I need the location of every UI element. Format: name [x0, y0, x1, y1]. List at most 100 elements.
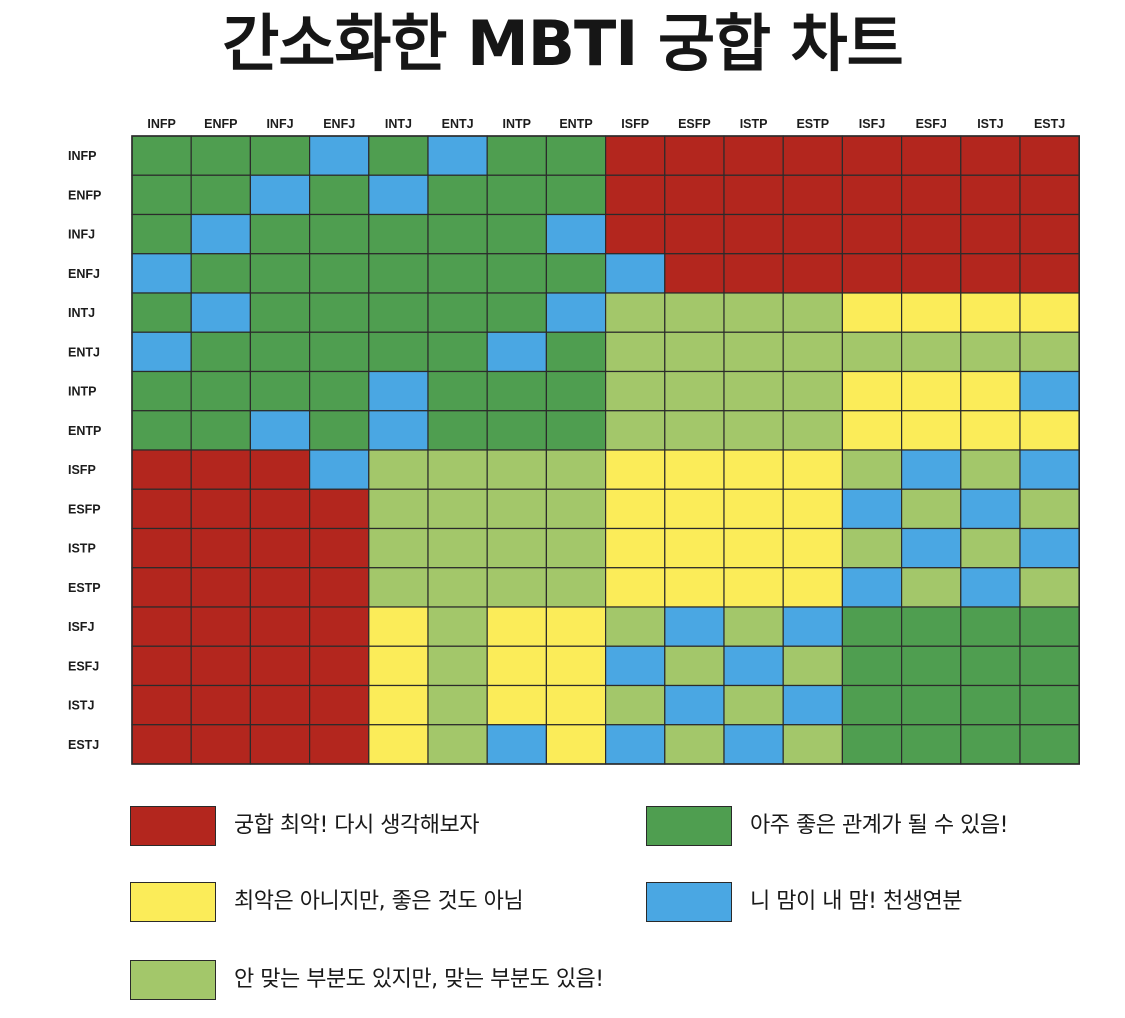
heatmap-cell-infj-enfj: [309, 213, 370, 255]
heatmap-cell-enfj-esfj: [900, 253, 962, 294]
heatmap-cell-intp-isfj: [841, 370, 903, 412]
heatmap-cell-istp-isfj: [841, 527, 903, 569]
column-label-isfp: ISFP: [621, 117, 649, 131]
heatmap-cell-isfp-isfp: [604, 449, 666, 490]
heatmap-cell-esfj-esfj: [900, 645, 962, 687]
column-label-isfj: ISFJ: [859, 117, 885, 131]
column-label-istj: ISTJ: [977, 117, 1003, 131]
heatmap-cell-entp-isfj: [841, 410, 903, 451]
column-label-intj: INTJ: [385, 117, 412, 131]
row-label-isfj: ISFJ: [68, 620, 94, 634]
heatmap-cell-esfj-esfp: [664, 645, 725, 687]
heatmap-cell-estp-entp: [545, 567, 607, 608]
heatmap-cell-isfj-istp: [723, 606, 784, 647]
legend-label-not-worst: 최악은 아니지만, 좋은 것도 아님: [234, 889, 524, 914]
heatmap-cell-esfj-entj: [427, 645, 488, 687]
heatmap-cell-entj-istj: [960, 331, 1021, 373]
heatmap-cell-esfp-entp: [545, 488, 607, 530]
heatmap-cell-intp-enfp: [190, 370, 251, 412]
heatmap-cell-estj-intp: [486, 724, 548, 765]
heatmap-cell-infj-infj: [249, 213, 311, 255]
heatmap-cell-infp-infp: [131, 135, 192, 176]
column-label-intp: INTP: [503, 117, 531, 131]
heatmap-cell-istp-enfj: [309, 527, 370, 569]
heatmap-cell-enfj-estp: [782, 253, 844, 294]
heatmap-cell-enfp-entj: [427, 174, 488, 216]
heatmap-cell-isfj-istj: [960, 606, 1021, 647]
heatmap-cell-isfp-istp: [723, 449, 784, 490]
heatmap-cell-intj-entp: [545, 292, 607, 333]
heatmap-cell-infj-esfp: [664, 213, 725, 255]
row-label-entj: ENTJ: [68, 345, 100, 359]
heatmap-cell-istp-estj: [1019, 527, 1080, 569]
heatmap-cell-entp-istj: [960, 410, 1021, 451]
heatmap-cell-istj-esfj: [900, 684, 962, 726]
row-label-isfp: ISFP: [68, 463, 96, 477]
heatmap-cell-entj-intj: [368, 331, 429, 373]
legend-swatch-not-worst: [130, 882, 216, 922]
heatmap-cell-intj-estj: [1019, 292, 1080, 333]
row-label-enfj: ENFJ: [68, 267, 100, 281]
heatmap-cell-estj-enfj: [309, 724, 370, 765]
heatmap-cell-isfp-istj: [960, 449, 1021, 490]
heatmap-cell-isfp-isfj: [841, 449, 903, 490]
heatmap-cell-istj-entp: [545, 684, 607, 726]
heatmap-cell-intp-enfj: [309, 370, 370, 412]
heatmap-cell-esfp-infp: [131, 488, 192, 530]
heatmap-cell-esfj-istp: [723, 645, 784, 687]
heatmap-cell-infp-istp: [723, 135, 784, 176]
legend-item-mixed: 안 맞는 부분도 있지만, 맞는 부분도 있음!: [130, 960, 730, 1000]
legend-swatch-very-good: [646, 806, 732, 846]
heatmap-cell-isfj-esfj: [900, 606, 962, 647]
heatmap-cell-entj-enfj: [309, 331, 370, 373]
heatmap-cell-enfp-intj: [368, 174, 429, 216]
heatmap-cell-entp-estp: [782, 410, 844, 451]
heatmap-cell-infp-esfp: [664, 135, 725, 176]
heatmap-cell-enfj-istp: [723, 253, 784, 294]
heatmap-cell-infp-esfj: [900, 135, 962, 176]
heatmap-cell-istp-infj: [249, 527, 311, 569]
heatmap-cell-estj-intj: [368, 724, 429, 765]
heatmap-cell-entp-enfp: [190, 410, 251, 451]
heatmap-cell-intp-isfp: [604, 370, 666, 412]
column-label-enfp: ENFP: [204, 117, 237, 131]
heatmap-cell-esfp-istj: [960, 488, 1021, 530]
row-label-intp: INTP: [68, 385, 96, 399]
heatmap-cell-isfp-estj: [1019, 449, 1080, 490]
row-label-estj: ESTJ: [68, 738, 99, 752]
heatmap-cell-istp-esfj: [900, 527, 962, 569]
legend-label-mixed: 안 맞는 부분도 있지만, 맞는 부분도 있음!: [234, 967, 604, 992]
heatmap-cell-intj-enfj: [309, 292, 370, 333]
heatmap-cell-isfj-intp: [486, 606, 548, 647]
heatmap-cell-enfj-estj: [1019, 253, 1080, 294]
heatmap-cell-intj-esfp: [664, 292, 725, 333]
heatmap-cell-infp-intj: [368, 135, 429, 176]
heatmap-cell-esfp-estp: [782, 488, 844, 530]
heatmap-cell-intj-enfp: [190, 292, 251, 333]
column-label-infp: INFP: [147, 117, 175, 131]
legend-label-very-good: 아주 좋은 관계가 될 수 있음!: [750, 813, 1008, 838]
heatmap-cell-enfp-isfp: [604, 174, 666, 216]
heatmap-cell-estp-entj: [427, 567, 488, 608]
heatmap-cell-entj-esfp: [664, 331, 725, 373]
column-label-entp: ENTP: [559, 117, 592, 131]
heatmap-cell-esfj-isfp: [604, 645, 666, 687]
row-label-estp: ESTP: [68, 581, 101, 595]
heatmap-cell-enfj-istj: [960, 253, 1021, 294]
heatmap-cell-estj-isfp: [604, 724, 666, 765]
row-label-istp: ISTP: [68, 542, 96, 556]
heatmap-cell-esfp-esfj: [900, 488, 962, 530]
heatmap-cell-enfj-entp: [545, 253, 607, 294]
heatmap-cell-intp-intp: [486, 370, 548, 412]
heatmap-cell-entj-esfj: [900, 331, 962, 373]
heatmap-cell-infj-istj: [960, 213, 1021, 255]
heatmap-cell-infj-estj: [1019, 213, 1080, 255]
heatmap-cell-estp-isfp: [604, 567, 666, 608]
heatmap-cell-infp-entj: [427, 135, 488, 176]
heatmap-cell-entj-estj: [1019, 331, 1080, 373]
heatmap-cell-intp-estj: [1019, 370, 1080, 412]
heatmap-cell-estj-estp: [782, 724, 844, 765]
heatmap-cell-esfp-intp: [486, 488, 548, 530]
legend-swatch-mixed: [130, 960, 216, 1000]
column-label-infj: INFJ: [266, 117, 293, 131]
